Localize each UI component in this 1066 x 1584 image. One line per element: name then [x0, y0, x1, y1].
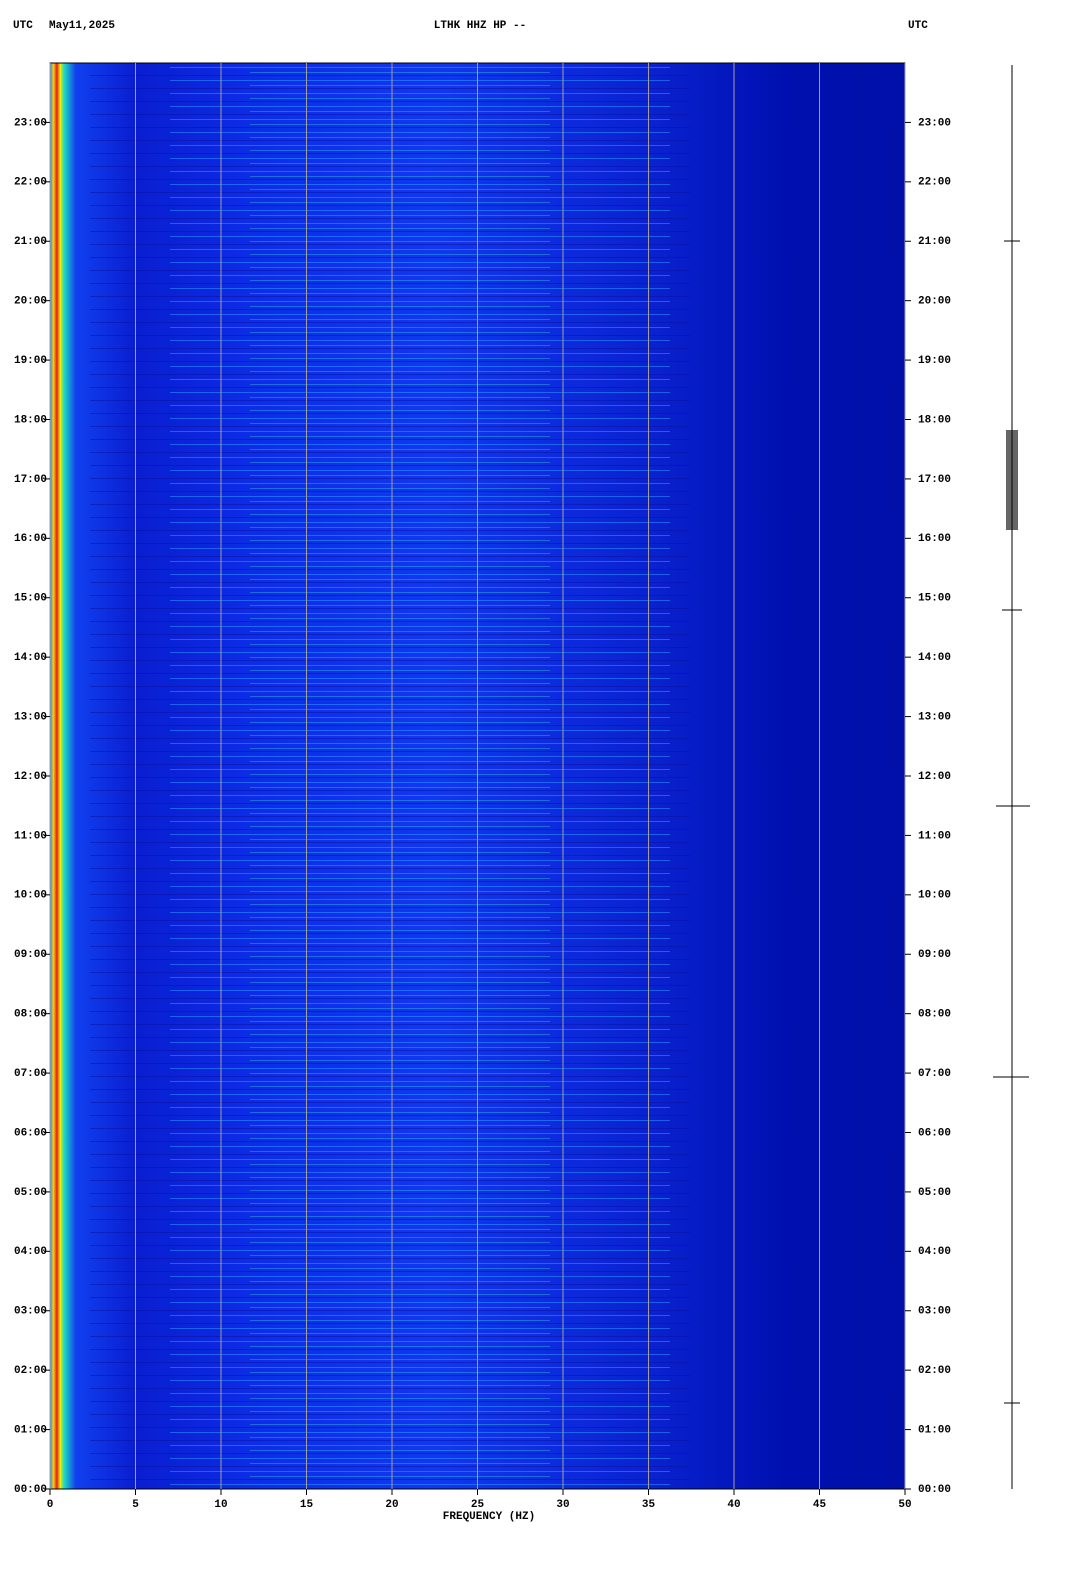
y-tick-label-right: 06:00: [918, 1127, 951, 1139]
y-tick-label-left: 03:00: [14, 1306, 47, 1318]
date: May11,2025: [49, 20, 115, 32]
station-title: LTHK HHZ HP --: [434, 20, 526, 32]
y-tick-label-right: 02:00: [918, 1365, 951, 1377]
y-tick-label-right: 05:00: [918, 1187, 951, 1199]
y-tick-label-left: 09:00: [14, 949, 47, 961]
y-tick-label-right: 01:00: [918, 1424, 951, 1436]
y-tick-label-right: 23:00: [918, 117, 951, 129]
y-tick-label-left: 01:00: [14, 1424, 47, 1436]
y-tick-label-right: 03:00: [918, 1306, 951, 1318]
y-tick-label-right: 20:00: [918, 296, 951, 308]
y-tick-label-left: 17:00: [14, 474, 47, 486]
y-tick-label-left: 14:00: [14, 652, 47, 664]
x-tick-label: 0: [47, 1499, 54, 1511]
x-tick-label: 5: [132, 1499, 139, 1511]
y-tick-label-left: 19:00: [14, 355, 47, 367]
right-utc: UTC: [908, 20, 928, 32]
y-tick-label-left: 16:00: [14, 533, 47, 545]
y-tick-label-left: 18:00: [14, 414, 47, 426]
x-axis-label: FREQUENCY (HZ): [443, 1511, 535, 1523]
y-tick-label-right: 22:00: [918, 177, 951, 189]
left-utc: UTC: [13, 20, 33, 32]
y-tick-label-left: 22:00: [14, 177, 47, 189]
y-tick-label-right: 08:00: [918, 1009, 951, 1021]
y-tick-label-left: 15:00: [14, 593, 47, 605]
y-tick-label-right: 21:00: [918, 236, 951, 248]
y-tick-label-right: 17:00: [918, 474, 951, 486]
y-tick-label-right: 15:00: [918, 593, 951, 605]
y-tick-label-right: 00:00: [918, 1484, 951, 1496]
y-tick-label-right: 12:00: [918, 771, 951, 783]
y-tick-label-left: 00:00: [14, 1484, 47, 1496]
y-tick-label-right: 16:00: [918, 533, 951, 545]
x-tick-label: 20: [385, 1499, 398, 1511]
seismogram-burst: [1006, 430, 1018, 530]
y-tick-label-right: 18:00: [918, 414, 951, 426]
x-tick-label: 30: [556, 1499, 569, 1511]
y-tick-label-right: 13:00: [918, 711, 951, 723]
y-tick-label-left: 04:00: [14, 1246, 47, 1258]
y-tick-label-left: 05:00: [14, 1187, 47, 1199]
x-tick-label: 50: [898, 1499, 911, 1511]
y-tick-label-left: 12:00: [14, 771, 47, 783]
y-tick-label-right: 09:00: [918, 949, 951, 961]
seismogram: [993, 65, 1030, 1489]
y-tick-label-left: 10:00: [14, 890, 47, 902]
y-tick-label-left: 08:00: [14, 1009, 47, 1021]
x-tick-label: 35: [642, 1499, 656, 1511]
y-tick-label-right: 04:00: [918, 1246, 951, 1258]
y-tick-label-right: 19:00: [918, 355, 951, 367]
y-tick-label-right: 10:00: [918, 890, 951, 902]
y-tick-label-left: 21:00: [14, 236, 47, 248]
y-tick-label-left: 06:00: [14, 1127, 47, 1139]
y-tick-label-left: 13:00: [14, 711, 47, 723]
y-tick-label-left: 20:00: [14, 296, 47, 308]
y-tick-label-right: 07:00: [918, 1068, 951, 1080]
y-tick-label-right: 14:00: [918, 652, 951, 664]
x-tick-label: 45: [813, 1499, 827, 1511]
x-tick-label: 15: [300, 1499, 314, 1511]
x-tick-label: 40: [727, 1499, 740, 1511]
y-tick-label-left: 02:00: [14, 1365, 47, 1377]
y-tick-label-left: 23:00: [14, 117, 47, 129]
x-tick-label: 10: [214, 1499, 227, 1511]
y-tick-label-right: 11:00: [918, 830, 951, 842]
x-tick-label: 25: [471, 1499, 485, 1511]
y-tick-label-left: 11:00: [14, 830, 47, 842]
y-tick-label-left: 07:00: [14, 1068, 47, 1080]
